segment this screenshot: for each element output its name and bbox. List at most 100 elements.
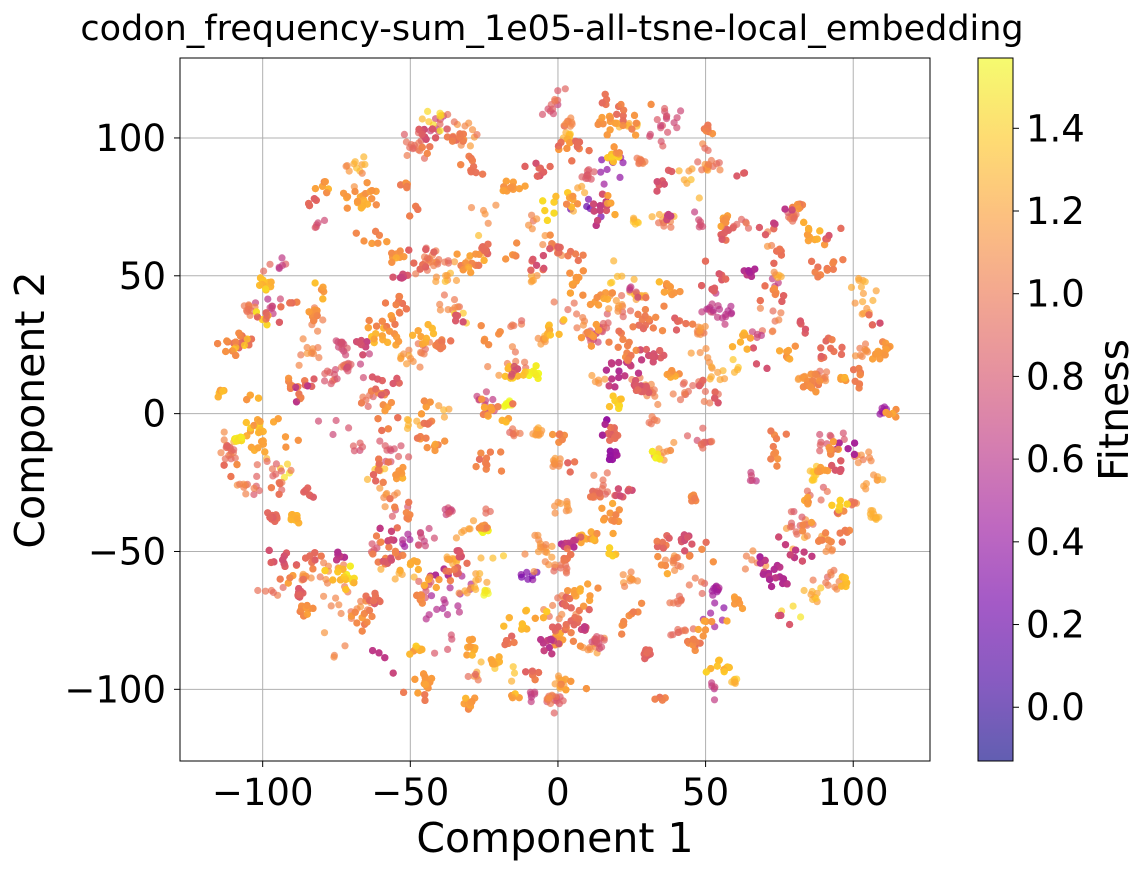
scatter-point [511,348,519,356]
scatter-point [777,611,785,620]
scatter-point [510,669,519,677]
scatter-point [582,174,590,182]
scatter-point [561,85,569,93]
scatter-point [217,449,225,457]
scatter-point [645,388,653,396]
scatter-point [418,143,426,151]
scatter-point [669,390,677,398]
scatter-point [299,335,307,343]
scatter-point [701,387,710,396]
scatter-point [415,541,423,549]
scatter-point [385,543,393,551]
scatter-point [699,222,707,231]
scatter-point [551,561,559,569]
scatter-point [499,187,507,195]
scatter-point [303,349,311,357]
scatter-point [658,696,667,704]
scatter-point [796,317,805,325]
scatter-point [680,379,688,387]
scatter-point [459,309,467,317]
scatter-point [588,371,596,380]
scatter-point [346,562,354,570]
scatter-point [689,635,698,644]
scatter-point [859,298,867,306]
scatter-point [361,160,369,169]
scatter-point [240,341,249,349]
scatter-point [713,313,722,321]
scatter-point [869,507,877,515]
scatter-point [459,130,467,138]
scatter-point [509,430,517,438]
scatter-point [857,283,866,291]
scatter-point [840,435,848,443]
scatter-point [847,283,856,291]
scatter-point [541,558,549,566]
scatter-point [630,275,638,283]
scatter-point [670,438,678,447]
scatter-point [343,363,352,371]
scatter-point [484,363,492,371]
scatter-point [381,503,389,511]
scatter-point [466,142,474,150]
scatter-point [272,460,280,468]
scatter-point [333,375,341,383]
scatter-point [314,219,322,227]
scatter-point [321,377,329,385]
scatter-point [707,363,716,371]
scatter-point [320,629,329,637]
scatter-point [546,231,554,239]
scatter-point [243,335,251,343]
scatter-point [244,305,253,313]
scatter-point [620,106,628,114]
scatter-point [599,476,607,484]
scatter-point [676,396,685,404]
scatter-point [391,547,399,555]
scatter-point [816,447,824,455]
x-gridlines [262,58,854,761]
scatter-point [448,137,457,145]
scatter-point [472,463,480,471]
scatter-point [600,294,608,302]
scatter-point [472,576,480,584]
scatter-point [702,345,710,353]
scatter-point [444,645,452,654]
scatter-point [421,691,429,699]
scatter-point [865,448,873,456]
scatter-point [242,418,250,427]
scatter-point [816,441,824,449]
scatter-point [839,429,847,437]
scatter-point [604,319,612,327]
scatter-point [793,530,801,538]
scatter-point [441,437,449,445]
scatter-point [441,277,449,285]
scatter-point [626,286,634,294]
scatter-point [823,368,831,376]
scatter-point [450,258,459,266]
scatter-point [477,322,485,330]
scatter-point [551,97,559,105]
scatter-point [469,517,478,525]
scatter-point [404,530,412,538]
scatter-point [426,143,434,151]
scatter-point [518,621,527,629]
scatter-point [687,349,695,357]
scatter-point [381,465,389,473]
scatter-point [867,457,875,465]
scatter-point [775,316,783,324]
scatter-point [621,582,629,591]
scatter-point [603,165,611,174]
scatter-point [320,216,329,224]
scatter-point [377,565,385,573]
scatter-point [593,293,601,302]
scatter-point [614,485,623,493]
scatter-point [695,382,704,390]
scatter-point [624,342,632,350]
scatter-point [415,577,423,586]
scatter-point [420,537,428,545]
scatter-point [607,359,616,367]
scatter-point [590,471,598,479]
scatter-point [615,373,623,382]
scatter-point [759,570,767,578]
scatter-point [797,613,805,621]
scatter-point [774,279,782,287]
